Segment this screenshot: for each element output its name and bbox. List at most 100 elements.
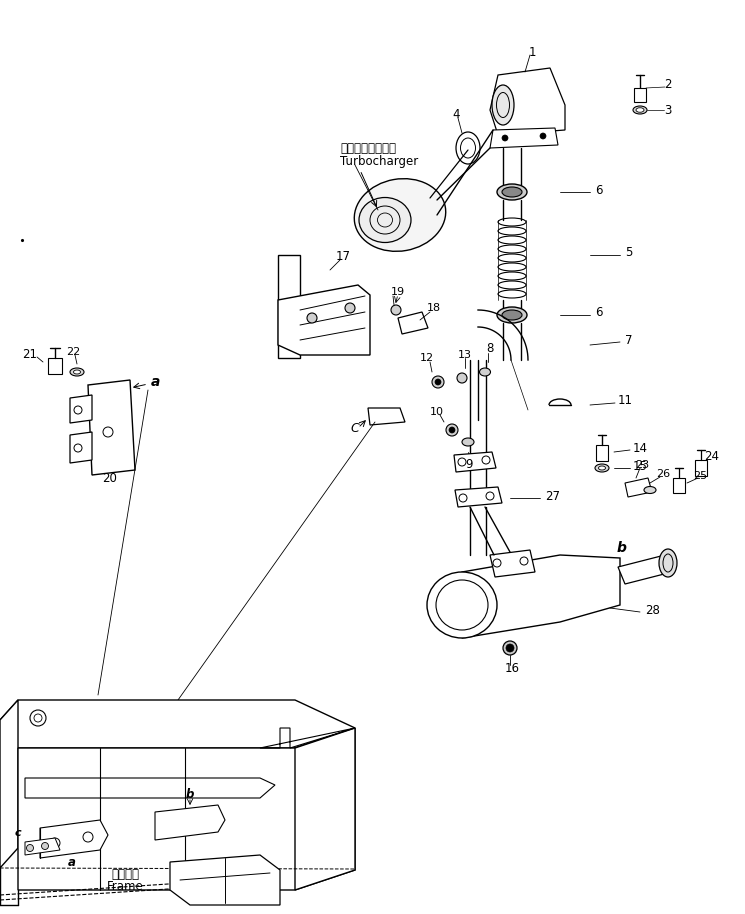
Circle shape [391,305,401,315]
Text: Turbocharger: Turbocharger [340,155,418,168]
Ellipse shape [427,572,497,638]
Text: フレーム: フレーム [111,868,139,881]
Ellipse shape [502,187,522,197]
Ellipse shape [456,132,480,164]
Circle shape [307,313,317,323]
Ellipse shape [74,370,80,374]
Text: 12: 12 [420,353,434,363]
Text: 13: 13 [458,350,472,360]
Polygon shape [454,452,496,472]
Circle shape [503,641,517,655]
Text: b: b [617,541,627,555]
Polygon shape [25,838,60,855]
Polygon shape [18,728,355,890]
Text: 14: 14 [633,442,648,455]
Ellipse shape [497,184,527,200]
Text: 8: 8 [486,343,494,356]
Circle shape [502,135,508,141]
Text: 11: 11 [618,395,633,408]
Polygon shape [170,855,280,905]
Text: 28: 28 [645,604,660,618]
Text: 3: 3 [665,103,672,116]
Text: a: a [150,375,159,389]
Text: 22: 22 [66,347,80,357]
Text: C: C [351,421,359,434]
Text: Frame: Frame [107,880,143,894]
Ellipse shape [659,549,677,577]
Polygon shape [618,555,672,584]
Text: 1: 1 [528,46,536,58]
Bar [673,478,685,493]
Polygon shape [490,128,558,148]
Text: 10: 10 [430,407,444,417]
Ellipse shape [595,464,609,472]
Polygon shape [455,487,502,507]
Ellipse shape [480,368,490,376]
Text: c: c [15,828,22,838]
Text: 4: 4 [452,109,460,122]
Text: 6: 6 [595,306,603,320]
Circle shape [432,376,444,388]
Text: 20: 20 [103,472,118,484]
Bar [48,358,62,374]
Circle shape [446,424,458,436]
Text: 18: 18 [427,303,441,313]
Circle shape [435,379,441,385]
Text: 23: 23 [635,460,649,470]
Text: 9: 9 [465,459,473,472]
Text: 7: 7 [625,334,633,346]
Text: 17: 17 [335,250,350,263]
Circle shape [540,133,546,139]
Polygon shape [368,408,405,425]
Text: a: a [68,856,76,869]
Text: ターボチャージャ: ターボチャージャ [340,142,396,154]
Polygon shape [278,285,370,355]
Text: b: b [186,789,194,802]
Text: 5: 5 [625,247,633,260]
Text: 24: 24 [705,451,720,463]
Text: 19: 19 [391,287,405,297]
Polygon shape [462,555,620,638]
Bar [596,445,608,461]
Ellipse shape [355,178,446,251]
Polygon shape [398,312,428,334]
Bar [695,460,707,476]
Text: 21: 21 [22,348,37,362]
Polygon shape [25,778,275,798]
Polygon shape [490,550,535,577]
Ellipse shape [502,310,522,320]
Circle shape [449,427,455,433]
Polygon shape [278,255,300,358]
Ellipse shape [70,368,84,376]
Circle shape [27,845,34,852]
Polygon shape [625,478,652,497]
Circle shape [345,303,355,313]
Polygon shape [155,805,225,840]
Ellipse shape [636,108,644,112]
Text: 2: 2 [665,79,672,91]
Bar [634,88,646,102]
Ellipse shape [633,106,647,114]
Ellipse shape [359,197,411,242]
Text: 27: 27 [545,491,560,504]
Polygon shape [88,380,135,475]
Ellipse shape [644,486,656,494]
Polygon shape [295,728,355,890]
Polygon shape [40,820,108,858]
Ellipse shape [492,85,514,125]
Text: 25: 25 [693,471,707,481]
Polygon shape [0,700,18,868]
Text: 26: 26 [656,469,670,479]
Text: 15: 15 [633,461,648,473]
Text: 16: 16 [504,662,519,675]
Text: 6: 6 [595,184,603,197]
Circle shape [506,644,514,652]
Ellipse shape [598,466,606,470]
Polygon shape [70,395,92,423]
Circle shape [42,843,48,849]
Ellipse shape [462,438,474,446]
Circle shape [457,373,467,383]
Polygon shape [490,68,565,135]
Ellipse shape [497,307,527,323]
Polygon shape [0,700,355,748]
